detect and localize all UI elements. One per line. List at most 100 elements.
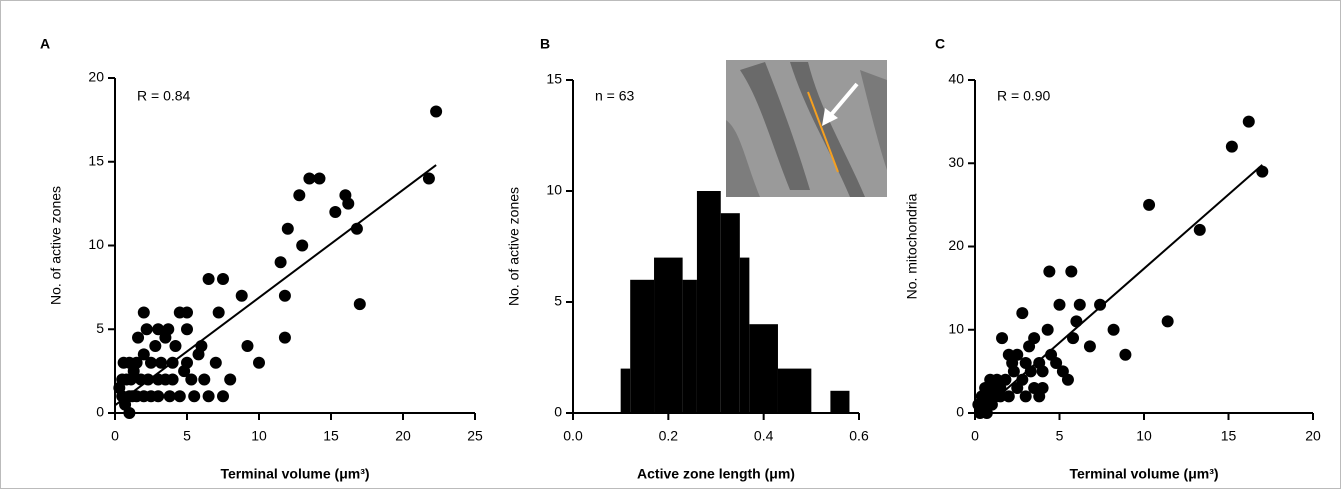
y-tick-label: 5 bbox=[554, 293, 562, 309]
y-axis-title: No. of active zones bbox=[506, 187, 522, 306]
bar bbox=[620, 368, 631, 413]
point bbox=[1053, 298, 1066, 311]
point bbox=[181, 323, 193, 336]
point bbox=[293, 189, 306, 202]
point bbox=[1143, 198, 1156, 211]
point bbox=[1073, 298, 1086, 311]
point bbox=[996, 332, 1009, 345]
point bbox=[137, 306, 150, 319]
point bbox=[296, 239, 309, 252]
point bbox=[217, 273, 229, 285]
annotation: R = 0.90 bbox=[997, 88, 1051, 104]
panel-label: B bbox=[540, 36, 550, 52]
bar bbox=[654, 257, 683, 413]
bar bbox=[630, 279, 655, 413]
point bbox=[188, 390, 201, 403]
point bbox=[1024, 365, 1037, 378]
y-tick-label: 20 bbox=[88, 69, 104, 85]
bar bbox=[739, 257, 750, 413]
point bbox=[202, 273, 215, 285]
point bbox=[1061, 373, 1074, 386]
point bbox=[1019, 390, 1032, 403]
point bbox=[313, 172, 326, 185]
point bbox=[181, 356, 193, 369]
point bbox=[137, 348, 150, 361]
point bbox=[430, 105, 443, 118]
point bbox=[162, 323, 175, 336]
point bbox=[1083, 340, 1096, 353]
x-tick-label: 20 bbox=[395, 428, 411, 444]
point bbox=[1225, 140, 1238, 153]
point bbox=[1119, 348, 1132, 361]
point bbox=[994, 390, 1007, 403]
y-tick-label: 20 bbox=[948, 237, 964, 253]
fit-line bbox=[982, 164, 1263, 411]
y-tick-label: 0 bbox=[96, 404, 104, 420]
point bbox=[1028, 332, 1041, 345]
x-tick-label: 0.4 bbox=[754, 428, 774, 444]
x-tick-label: 15 bbox=[323, 428, 339, 444]
point bbox=[185, 373, 198, 386]
point bbox=[132, 331, 145, 344]
x-tick-label: 0.2 bbox=[659, 428, 679, 444]
point bbox=[152, 390, 165, 403]
point bbox=[140, 323, 153, 336]
point bbox=[163, 390, 176, 403]
inset-micrograph bbox=[726, 60, 887, 197]
x-tick-label: 10 bbox=[1136, 428, 1152, 444]
point bbox=[253, 356, 265, 369]
bar bbox=[749, 324, 778, 413]
x-tick-label: 0 bbox=[111, 428, 119, 444]
point bbox=[329, 206, 342, 218]
point bbox=[1107, 323, 1120, 336]
bar bbox=[682, 279, 697, 413]
panel-label: A bbox=[40, 36, 50, 52]
point bbox=[1070, 315, 1083, 328]
point bbox=[1067, 332, 1080, 345]
point bbox=[145, 356, 157, 369]
point bbox=[422, 172, 435, 185]
y-tick-label: 10 bbox=[948, 320, 964, 336]
bar bbox=[777, 368, 812, 413]
y-tick-label: 10 bbox=[546, 182, 562, 198]
point bbox=[198, 373, 211, 386]
y-tick-label: 15 bbox=[88, 152, 104, 168]
point bbox=[1011, 348, 1024, 361]
x-tick-label: 0.6 bbox=[849, 428, 869, 444]
panel-label: C bbox=[935, 36, 945, 52]
point bbox=[999, 373, 1012, 386]
x-axis-title: Terminal volume (μm³) bbox=[220, 466, 369, 482]
point bbox=[169, 340, 182, 352]
point bbox=[281, 222, 294, 235]
x-tick-label: 0.0 bbox=[563, 428, 583, 444]
point bbox=[1041, 323, 1054, 336]
x-axis-title: Terminal volume (μm³) bbox=[1069, 466, 1218, 482]
point bbox=[209, 356, 222, 369]
point bbox=[274, 256, 287, 269]
point bbox=[1043, 265, 1056, 278]
point bbox=[303, 172, 316, 185]
y-tick-label: 0 bbox=[554, 404, 562, 420]
point bbox=[1065, 265, 1078, 278]
point bbox=[155, 356, 168, 369]
y-tick-label: 30 bbox=[948, 154, 964, 170]
point bbox=[1094, 298, 1107, 311]
point bbox=[1036, 365, 1049, 378]
x-tick-label: 5 bbox=[183, 428, 191, 444]
y-tick-label: 10 bbox=[88, 236, 104, 252]
point bbox=[173, 390, 186, 403]
x-tick-label: 0 bbox=[971, 428, 979, 444]
y-tick-label: 5 bbox=[96, 320, 104, 336]
y-tick-label: 15 bbox=[546, 71, 562, 87]
point bbox=[1036, 382, 1049, 395]
point bbox=[1161, 315, 1174, 328]
point bbox=[1016, 307, 1029, 320]
point bbox=[212, 306, 225, 319]
point bbox=[1007, 365, 1020, 378]
point bbox=[1193, 223, 1206, 236]
point bbox=[202, 390, 215, 403]
point bbox=[149, 340, 162, 352]
point bbox=[224, 373, 237, 386]
bar bbox=[720, 213, 740, 413]
point bbox=[152, 323, 165, 336]
